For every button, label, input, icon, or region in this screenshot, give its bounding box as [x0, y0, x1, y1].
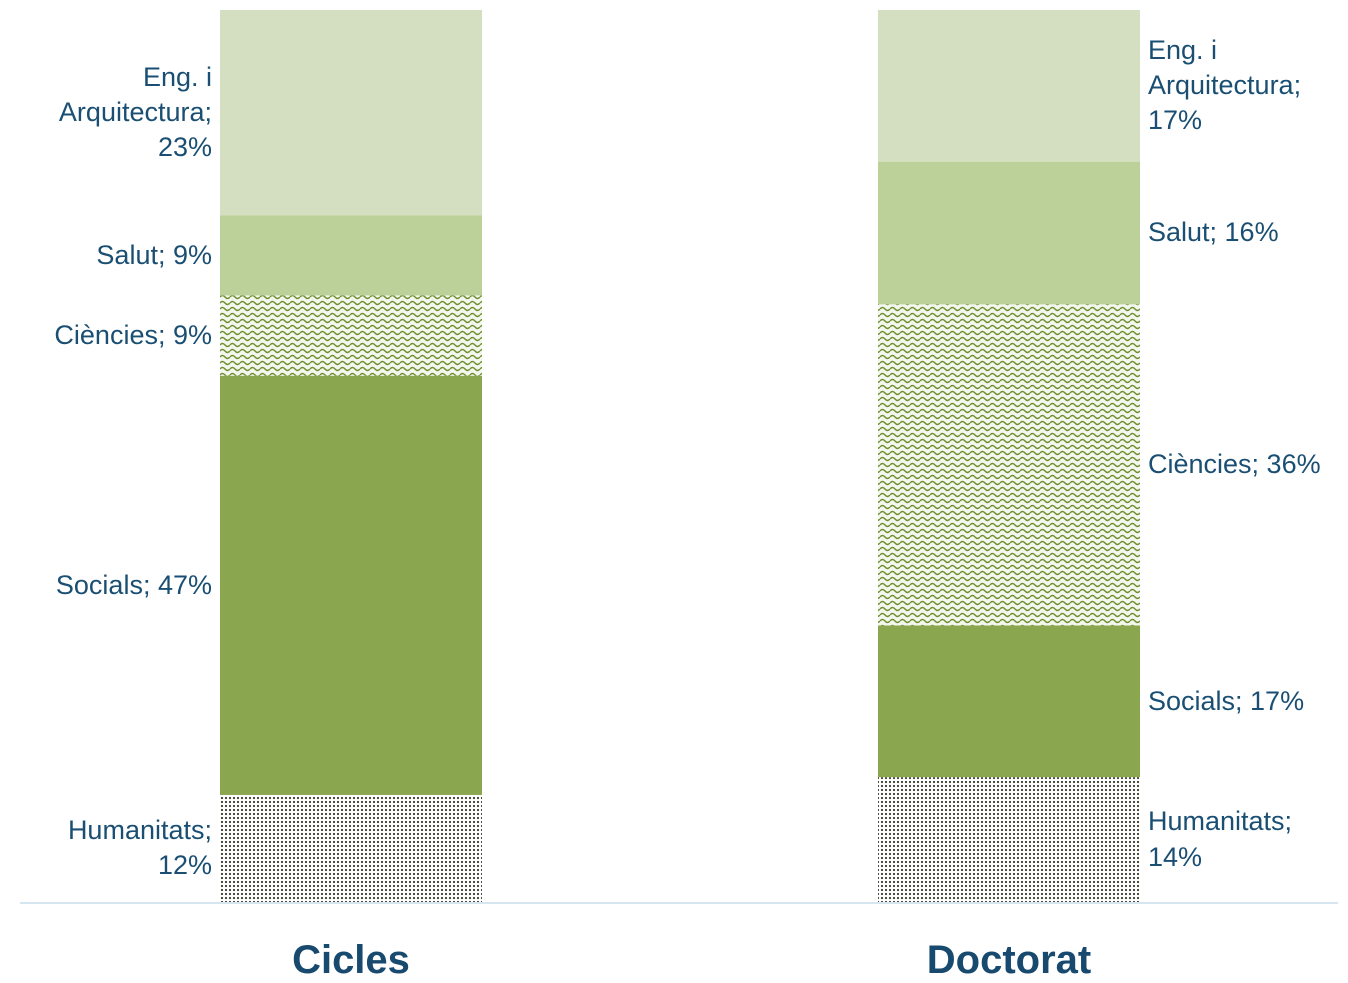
data-label: Humanitats; 14%	[1148, 777, 1336, 902]
data-label-text: Eng. i Arquitectura; 17%	[1148, 35, 1302, 136]
bar-segment	[220, 794, 482, 902]
bar-segment	[220, 215, 482, 296]
data-label: Eng. i Arquitectura; 23%	[8, 10, 212, 215]
bar-segment	[878, 777, 1140, 902]
data-label-text: Socials; 17%	[1148, 685, 1305, 716]
x-tick-label: Doctorat	[859, 938, 1159, 983]
data-label-text: Humanitats; 14%	[1148, 806, 1293, 872]
data-label-text: Salut; 9%	[96, 239, 212, 270]
bar-segment	[878, 304, 1140, 626]
data-label: Ciències; 36%	[1148, 304, 1336, 625]
data-label: Socials; 47%	[8, 376, 212, 795]
data-label-text: Ciències; 9%	[54, 320, 212, 351]
data-label: Ciències; 9%	[8, 295, 212, 375]
data-label: Eng. i Arquitectura; 17%	[1148, 10, 1336, 162]
bar-segment	[220, 10, 482, 216]
data-label: Humanitats; 12%	[8, 795, 212, 902]
bar-segment	[878, 10, 1140, 162]
data-label-text: Ciències; 36%	[1148, 449, 1321, 480]
x-tick-label: Cicles	[201, 938, 501, 983]
bar-segment	[878, 625, 1140, 778]
data-label: Socials; 17%	[1148, 625, 1336, 777]
data-label-text: Socials; 47%	[55, 569, 212, 600]
data-label: Salut; 16%	[1148, 162, 1336, 305]
data-label-text: Eng. i Arquitectura; 23%	[58, 61, 212, 163]
bar-segment	[220, 295, 482, 376]
x-tick-label-text: Cicles	[292, 938, 410, 982]
data-label: Salut; 9%	[8, 215, 212, 295]
x-tick-label-text: Doctorat	[926, 938, 1092, 982]
data-label-text: Humanitats; 12%	[67, 815, 212, 881]
bar-segment	[220, 375, 482, 795]
bar-segment	[878, 161, 1140, 305]
data-label-text: Salut; 16%	[1148, 217, 1279, 248]
